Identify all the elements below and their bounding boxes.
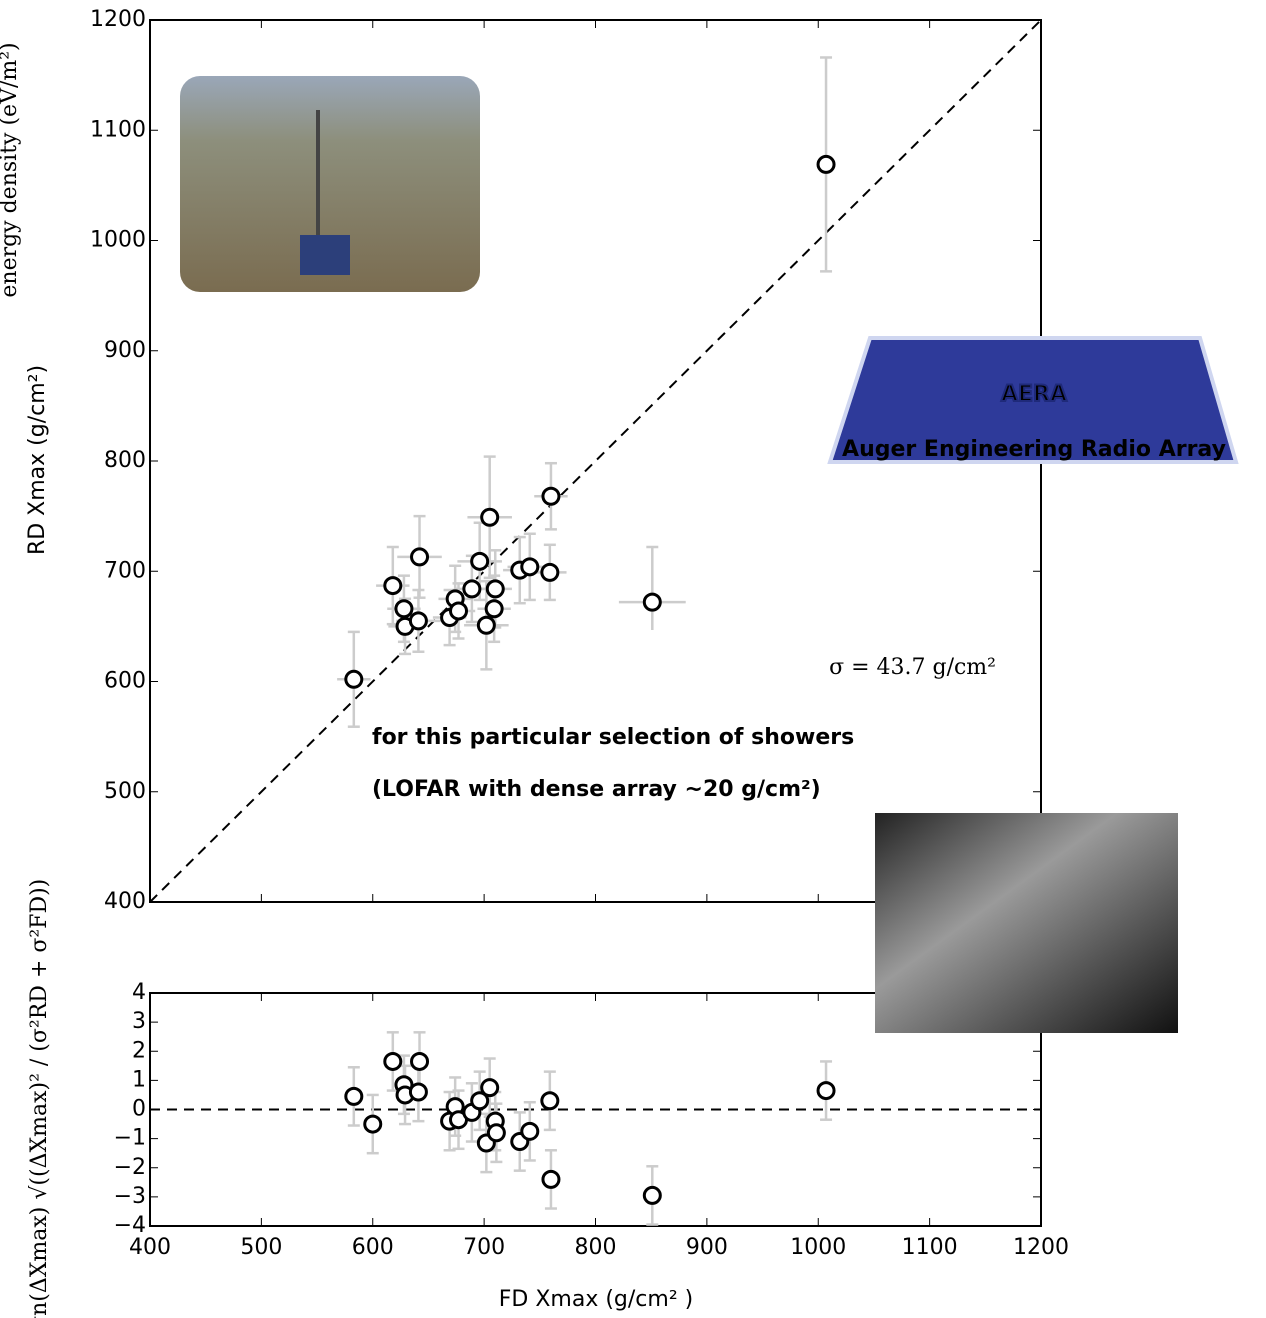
note-line-2: (LOFAR with dense array ~20 g/cm²): [372, 777, 821, 802]
telescope-photo: [875, 813, 1178, 1033]
data-point: [344, 1086, 364, 1106]
y-tick-label: −4: [114, 1213, 146, 1238]
data-point: [816, 154, 836, 174]
data-point: [363, 1114, 383, 1134]
data-point: [485, 579, 505, 599]
x-axis-label: FD Xmax (g/cm² ): [499, 1287, 693, 1312]
annotation-bg: [560, 630, 1040, 698]
data-point: [541, 1169, 561, 1189]
x-tick-label: 1100: [902, 1235, 958, 1260]
data-point: [816, 1081, 836, 1101]
y-tick-label: 3: [132, 1009, 146, 1034]
data-point: [484, 599, 504, 619]
data-point: [449, 601, 469, 621]
sigma-annotation: σ = 43.7 g/cm²: [829, 655, 996, 680]
data-point: [470, 1091, 490, 1111]
data-point: [480, 1078, 500, 1098]
data-point: [383, 1051, 403, 1071]
x-tick-label: 1000: [790, 1235, 846, 1260]
data-point: [462, 579, 482, 599]
y-tick-label: 500: [104, 779, 146, 804]
data-point: [480, 507, 500, 527]
y-tick-label: 800: [104, 448, 146, 473]
data-point: [642, 592, 662, 612]
logo-subtitle: Auger Engineering Radio Array: [842, 437, 1226, 462]
logo-badge: [827, 336, 1239, 464]
plots: 400 500 600 700 800 900 1000 1100 1200 400 500 600 7…: [90, 7, 1069, 1260]
y-tick-label: 1100: [90, 117, 146, 142]
data-point: [383, 576, 403, 596]
y-tick-label: 1: [132, 1067, 146, 1092]
data-point: [540, 562, 560, 582]
x-tick-label: 1200: [1013, 1235, 1069, 1260]
data-point: [394, 599, 414, 619]
data-point: [520, 557, 540, 577]
y-tick-label: 2: [132, 1038, 146, 1063]
x-tick-label: 600: [352, 1235, 394, 1260]
y-tick-label: 600: [104, 669, 146, 694]
side-label: energy density (eV/m²): [0, 42, 22, 297]
x-tick-label: 500: [240, 1235, 282, 1260]
x-tick-label: 900: [686, 1235, 728, 1260]
x-tick-label: 800: [575, 1235, 617, 1260]
x-tick-label: 400: [129, 1235, 171, 1260]
data-point: [486, 1123, 506, 1143]
x-tick-label: 700: [463, 1235, 505, 1260]
y-axis-label: sgn(ΔXmax) √((ΔXmax)² / (σ²RD + σ²FD)): [27, 879, 52, 1318]
data-point: [541, 486, 561, 506]
logo-title: AERA: [1001, 382, 1067, 407]
y-tick-label: −2: [114, 1155, 146, 1180]
station-photo: [180, 76, 480, 292]
data-point: [410, 1051, 430, 1071]
overlays: AERA Auger Engineering Radio Array σ = 4…: [180, 76, 1239, 1033]
y-tick-label: −1: [114, 1126, 146, 1151]
y-tick-label: 1000: [90, 228, 146, 253]
y-tick-label: −3: [114, 1184, 146, 1209]
y-tick-label: 900: [104, 338, 146, 363]
y-tick-label: 0: [132, 1097, 146, 1122]
data-point: [540, 1091, 560, 1111]
data-point: [642, 1185, 662, 1205]
photo-panel: [300, 235, 350, 275]
data-point: [344, 669, 364, 689]
data-point: [410, 547, 430, 567]
y-axis-label: RD Xmax (g/cm²): [25, 365, 50, 555]
y-tick-label: 4: [132, 980, 146, 1005]
note-line-1: for this particular selection of showers: [372, 725, 854, 750]
data-point: [408, 1082, 428, 1102]
data-point: [408, 611, 428, 631]
y-tick-label: 700: [104, 558, 146, 583]
diagonal-line: [149, 19, 1042, 903]
y-tick-label: 1200: [90, 7, 146, 32]
data-point: [520, 1121, 540, 1141]
y-tick-label: 400: [104, 889, 146, 914]
data-point: [476, 615, 496, 635]
data-point: [470, 551, 490, 571]
